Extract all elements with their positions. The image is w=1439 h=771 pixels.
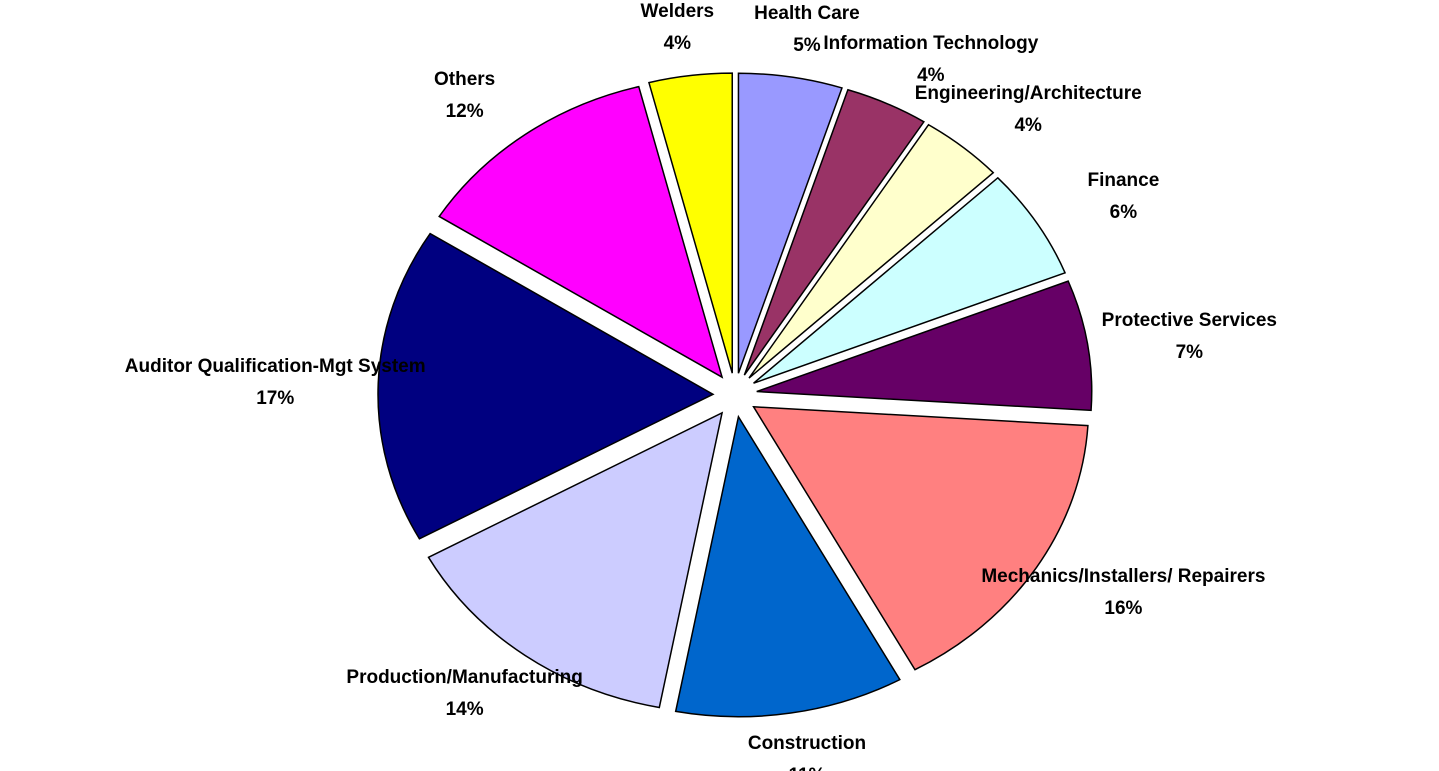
slice-label: Protective Services 7% xyxy=(1102,305,1277,369)
slice-name: Auditor Qualification-Mgt System xyxy=(124,356,426,378)
slice-percent: 11% xyxy=(748,760,866,771)
pie-slice xyxy=(377,232,715,540)
slice-label: Welders 4% xyxy=(641,0,715,60)
slice-percent: 14% xyxy=(445,699,484,721)
slice-percent: 12% xyxy=(445,100,484,122)
slice-percent: 16% xyxy=(1104,598,1143,620)
pie-slice xyxy=(674,414,901,718)
slice-name: Information Technology xyxy=(823,33,1039,55)
slice-name: Welders xyxy=(640,0,715,22)
pie-slice xyxy=(752,405,1089,671)
slice-label: Finance 6% xyxy=(1087,165,1159,229)
pie-slice xyxy=(756,280,1093,412)
slice-label: Auditor Qualification-Mgt System 17% xyxy=(125,351,426,415)
slice-name: Protective Services xyxy=(1101,310,1277,332)
slice-name: Mechanics/Installers/ Repairers xyxy=(981,566,1266,588)
slice-label: Others 12% xyxy=(434,64,495,128)
pie-slice xyxy=(748,123,995,379)
slice-label: Information Technology 4% xyxy=(823,28,1038,92)
slice-name: Construction xyxy=(747,733,867,755)
slice-percent: 4% xyxy=(1014,114,1042,136)
slice-percent: 17% xyxy=(256,388,295,410)
pie-slice xyxy=(753,176,1067,384)
slice-name: Finance xyxy=(1087,169,1160,191)
slice-percent: 6% xyxy=(1109,201,1138,223)
slice-name: Engineering/Architecture xyxy=(914,82,1142,104)
slice-percent: 4% xyxy=(917,65,945,87)
pie-slice xyxy=(438,85,724,379)
slice-label: Mechanics/Installers/ Repairers 16% xyxy=(981,561,1265,625)
slice-percent: 7% xyxy=(1175,342,1204,364)
slice-label: Production/Manufacturing 14% xyxy=(346,662,582,726)
slice-label: Engineering/Architecture 4% xyxy=(915,78,1142,142)
pie-slice xyxy=(647,72,733,374)
pie-slice xyxy=(427,411,724,709)
slice-name: Production/Manufacturing xyxy=(346,667,583,689)
slice-label: Construction 11% xyxy=(748,728,866,771)
slice-name: Health Care xyxy=(754,2,860,24)
slice-name: Others xyxy=(433,68,496,90)
pie-slice xyxy=(743,88,925,376)
slice-label: Health Care 5% xyxy=(754,0,860,62)
slice-percent: 4% xyxy=(663,32,692,54)
pie-slice xyxy=(737,72,843,374)
slice-percent: 5% xyxy=(793,34,821,56)
